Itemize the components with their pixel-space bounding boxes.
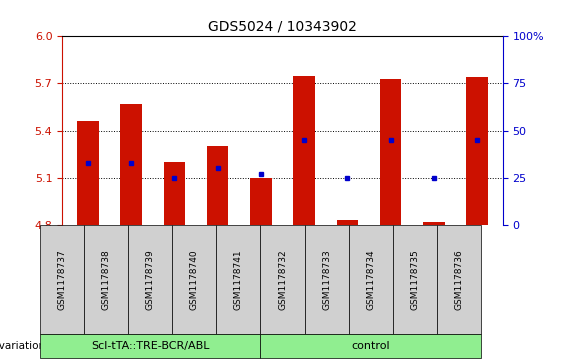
Bar <box>337 220 358 225</box>
Text: GSM1178736: GSM1178736 <box>454 249 463 310</box>
Text: GSM1178741: GSM1178741 <box>234 249 243 310</box>
Bar <box>250 178 272 225</box>
Title: GDS5024 / 10343902: GDS5024 / 10343902 <box>208 20 357 34</box>
Bar <box>466 77 488 225</box>
Text: genotype/variation ▶: genotype/variation ▶ <box>0 341 56 351</box>
Text: GSM1178735: GSM1178735 <box>410 249 419 310</box>
Text: GSM1178739: GSM1178739 <box>146 249 155 310</box>
Bar <box>293 76 315 225</box>
Bar <box>380 79 401 225</box>
Bar <box>77 121 99 225</box>
Text: Scl-tTA::TRE-BCR/ABL: Scl-tTA::TRE-BCR/ABL <box>91 341 210 351</box>
Text: GSM1178734: GSM1178734 <box>366 249 375 310</box>
Text: GSM1178737: GSM1178737 <box>58 249 67 310</box>
Bar <box>207 146 228 225</box>
Text: control: control <box>351 341 390 351</box>
Text: GSM1178732: GSM1178732 <box>278 249 287 310</box>
Text: GSM1178733: GSM1178733 <box>322 249 331 310</box>
Text: GSM1178740: GSM1178740 <box>190 249 199 310</box>
Bar <box>423 222 445 225</box>
Bar <box>164 162 185 225</box>
Bar <box>120 104 142 225</box>
Text: GSM1178738: GSM1178738 <box>102 249 111 310</box>
